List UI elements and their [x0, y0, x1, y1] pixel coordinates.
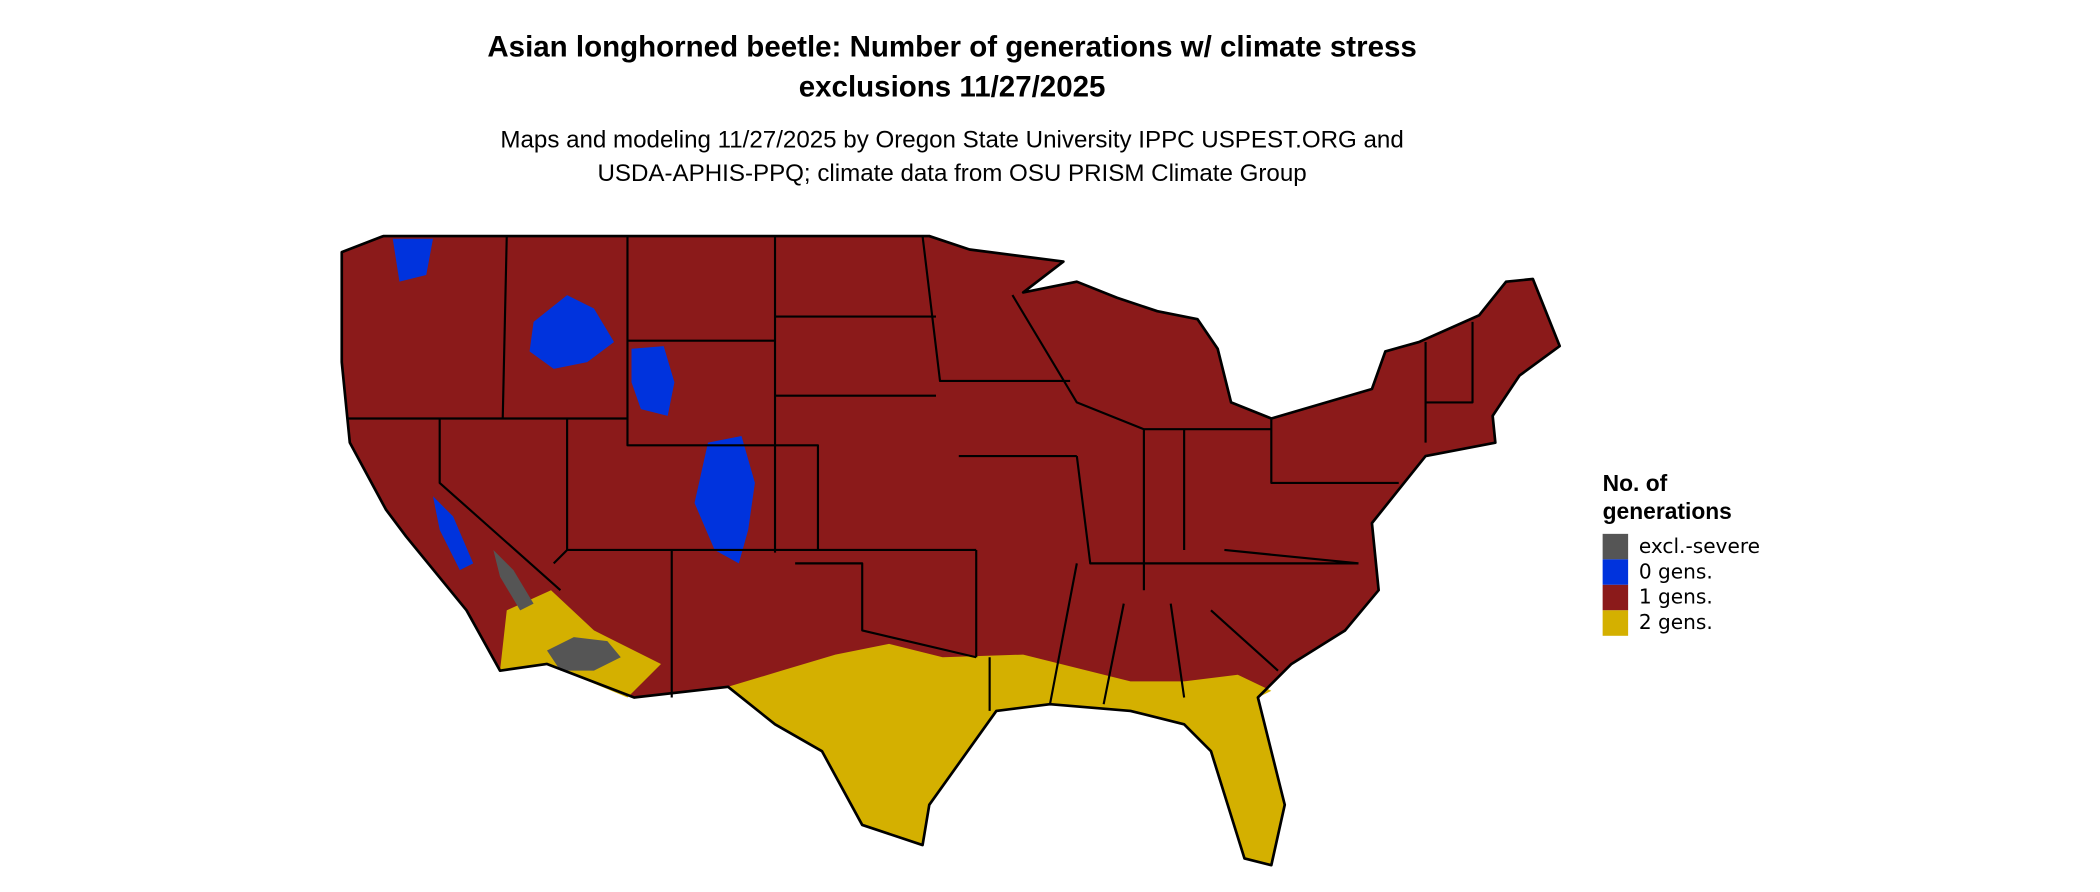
region-0-gen: [529, 295, 615, 369]
region-excluded: [546, 637, 621, 671]
legend-label: 0 gens.: [1639, 559, 1713, 583]
legend-swatch: [1602, 584, 1629, 611]
legend-label: excl.-severe: [1639, 534, 1760, 558]
legend-swatch: [1602, 559, 1629, 585]
state-borders: [348, 235, 1474, 711]
legend-title-line: No. of: [1603, 470, 1668, 496]
title-line: exclusions 11/27/2025: [799, 71, 1106, 104]
legend-label: 1 gens.: [1639, 585, 1713, 609]
region-2-gen: [728, 643, 1285, 866]
country-border: [340, 234, 1562, 867]
legend-title-line: generations: [1603, 498, 1732, 524]
region-excluded: [493, 549, 534, 611]
subtitle-line: Maps and modeling 11/27/2025 by Oregon S…: [500, 127, 1403, 154]
legend-label: 2 gens.: [1639, 610, 1713, 634]
region-0-gen: [392, 238, 433, 282]
region-0-gen: [432, 496, 474, 571]
region-0-gen: [694, 435, 755, 564]
legend-swatch: [1602, 533, 1629, 560]
legend-swatch: [1602, 610, 1629, 636]
region-0-gen: [631, 346, 675, 416]
subtitle-line: USDA-APHIS-PPQ; climate data from OSU PR…: [597, 160, 1306, 187]
title-line: Asian longhorned beetle: Number of gener…: [487, 30, 1416, 63]
us-map: [340, 234, 1562, 867]
